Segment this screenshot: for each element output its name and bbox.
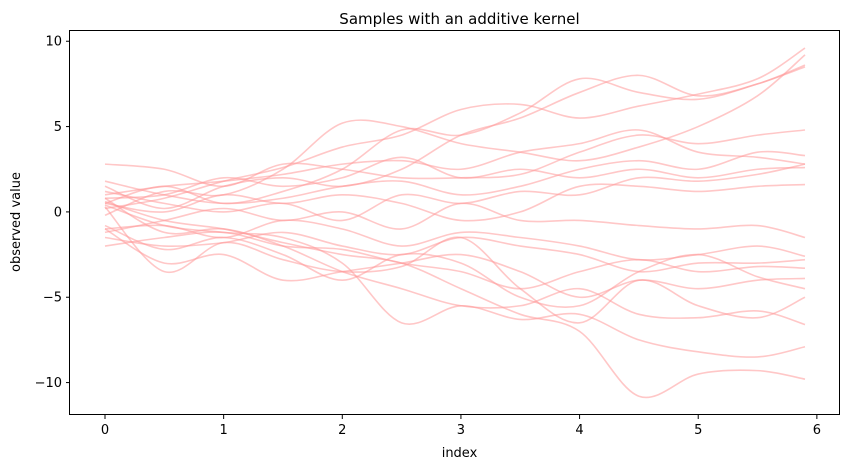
- series-line-8: [104, 156, 806, 200]
- y-tick-label: 0: [54, 205, 62, 220]
- x-tick-label: 1: [220, 423, 228, 438]
- series-lines: [104, 47, 806, 399]
- y-tick-label: −10: [35, 376, 62, 391]
- series-line-15: [104, 228, 806, 299]
- series-line-7: [104, 150, 806, 205]
- x-tick-label: 5: [694, 423, 702, 438]
- series-line-16: [104, 224, 806, 309]
- series-line-10: [104, 183, 806, 222]
- series-line-13: [104, 231, 806, 273]
- x-tick-label: 4: [575, 423, 583, 438]
- series-line-4: [104, 64, 806, 210]
- series-line-19: [104, 204, 806, 358]
- series-line-11: [104, 202, 806, 239]
- series-line-20: [104, 200, 806, 399]
- plot-frame: [69, 30, 840, 415]
- x-tick-label: 0: [101, 423, 109, 438]
- y-tick-label: −5: [43, 291, 62, 306]
- series-line-17: [104, 206, 806, 324]
- y-tick-label: 10: [45, 35, 62, 50]
- y-axis-ticks: −10 −5 0 5 10: [35, 35, 70, 391]
- y-axis-label: observed value: [9, 172, 24, 272]
- y-tick-label: 5: [54, 120, 62, 135]
- x-axis-label: index: [442, 446, 478, 461]
- series-line-6: [104, 129, 806, 196]
- x-axis-ticks: 0 1 2 3 4 5 6: [101, 415, 821, 438]
- x-tick-label: 3: [457, 423, 465, 438]
- x-tick-label: 6: [813, 423, 821, 438]
- x-tick-label: 2: [338, 423, 346, 438]
- chart-title: Samples with an additive kernel: [339, 10, 579, 28]
